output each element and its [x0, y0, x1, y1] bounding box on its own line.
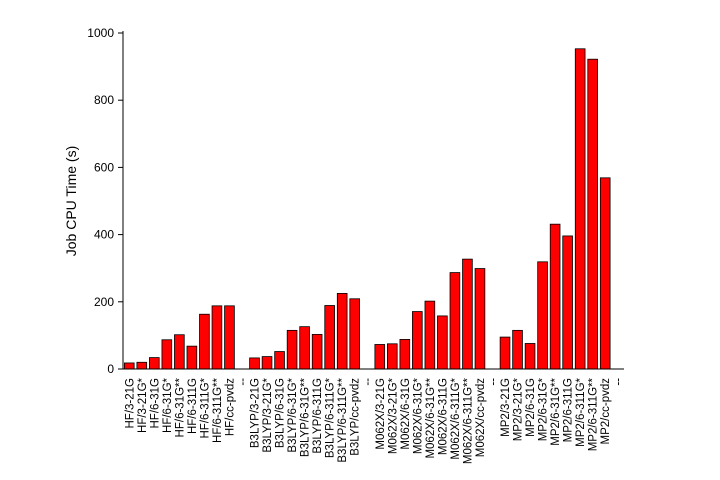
bar — [336, 292, 348, 370]
x-tick-label: MP2/6-31G** — [550, 377, 562, 445]
x-tick-label: HF/cc-pvdz — [224, 378, 236, 436]
x-tick-label: M062X/3-21G — [375, 378, 387, 450]
x-tick-label: MP2/6-311G** — [588, 377, 600, 451]
x-tick-label: HF/3-21G* — [137, 377, 149, 432]
bar — [211, 305, 223, 370]
bar — [587, 58, 598, 370]
bar — [424, 300, 436, 370]
x-tick-label: HF/6-311G* — [199, 377, 211, 438]
bar — [274, 351, 285, 370]
x-tick-label: -- — [237, 378, 249, 386]
x-tick-label: B3LYP/6-311G* — [325, 377, 337, 458]
bar — [261, 356, 273, 370]
x-tick-label: B3LYP/3-21G* — [262, 377, 274, 452]
bar — [349, 298, 360, 370]
x-tick-label: M062X/6-31G — [400, 378, 412, 450]
bar — [437, 315, 448, 370]
y-tick-label: 800 — [94, 93, 114, 107]
x-tick-label: MP2/3-21G* — [513, 377, 525, 441]
bar — [412, 311, 423, 370]
bar — [499, 336, 511, 370]
y-tick-label: 200 — [94, 295, 114, 309]
bar — [149, 357, 160, 370]
x-tick-label: MP2/3-21G — [500, 378, 512, 437]
x-tick-label: M062X/6-311G** — [462, 377, 474, 464]
x-tick-label: M062X/6-31G* — [412, 377, 424, 454]
x-tick-label: B3LYP/6-31G** — [300, 377, 312, 457]
x-tick-label: HF/3-21G — [124, 378, 136, 429]
bar — [524, 343, 536, 370]
bar — [123, 362, 135, 370]
x-tick-label: M062X/6-311G — [437, 378, 449, 455]
bars-group — [123, 48, 611, 370]
bar — [399, 339, 411, 370]
x-tick-label: B3LYP/6-311G — [312, 378, 324, 454]
bar — [161, 339, 173, 370]
bar — [186, 345, 198, 370]
x-tick-label: M062X/cc-pvdz — [475, 378, 487, 458]
bar — [374, 344, 386, 370]
bar — [199, 313, 210, 370]
x-tick-label: MP2/6-31G — [525, 378, 537, 437]
bar — [224, 305, 235, 370]
bar — [512, 329, 523, 370]
x-tick-label: HF/6-311G — [187, 378, 199, 434]
y-tick-label: 0 — [107, 362, 114, 376]
bar — [311, 333, 323, 370]
y-tick-label: 400 — [94, 228, 114, 242]
x-tick-label: -- — [487, 378, 499, 386]
x-axis-tick-labels: HF/3-21G HF/3-21G* HF/6-31G HF/6-31G* HF/6-3… — [124, 377, 624, 464]
bar — [599, 177, 611, 370]
x-tick-label: HF/6-31G — [149, 378, 161, 429]
bar — [474, 268, 486, 370]
x-tick-label: M062X/6-31G** — [425, 377, 437, 458]
bar — [574, 48, 586, 370]
x-tick-label: -- — [613, 378, 625, 386]
bar — [549, 223, 561, 370]
x-tick-label: M062X/3-21G* — [387, 377, 399, 454]
bar — [249, 357, 260, 370]
x-tick-label: B3LYP/6-31G* — [287, 377, 299, 452]
x-tick-label: MP2/cc-pvdz — [600, 378, 612, 445]
x-tick-label: B3LYP/6-311G** — [337, 377, 349, 462]
x-tick-label: HF/6-31G* — [162, 377, 174, 432]
x-tick-label: M062X/6-311G* — [450, 377, 462, 459]
bar — [386, 343, 398, 370]
bar — [562, 235, 573, 370]
x-tick-label: B3LYP/cc-pvdz — [350, 378, 362, 456]
bar — [299, 326, 310, 370]
bar — [537, 261, 548, 370]
x-tick-label: HF/6-31G** — [174, 377, 186, 437]
bar — [174, 334, 185, 370]
bar — [136, 361, 148, 370]
y-tick-label: 1000 — [87, 26, 114, 40]
x-tick-label: B3LYP/6-31G — [275, 378, 287, 448]
x-tick-label: HF/6-311G** — [212, 377, 224, 443]
x-tick-label: MP2/6-31G* — [538, 377, 550, 441]
bar — [449, 272, 461, 370]
y-axis-title: Job CPU Time (s) — [63, 146, 79, 256]
x-tick-label: MP2/6-311G — [563, 378, 575, 442]
y-axis-ticks: 0 200 400 600 800 1000 — [87, 26, 123, 376]
x-tick-label: B3LYP/3-21G — [250, 378, 262, 448]
bar — [462, 258, 473, 370]
bar — [324, 305, 335, 370]
y-tick-label: 600 — [94, 160, 114, 174]
x-tick-label: -- — [362, 378, 374, 386]
bar — [286, 329, 298, 370]
x-tick-label: MP2/6-311G* — [575, 377, 587, 446]
